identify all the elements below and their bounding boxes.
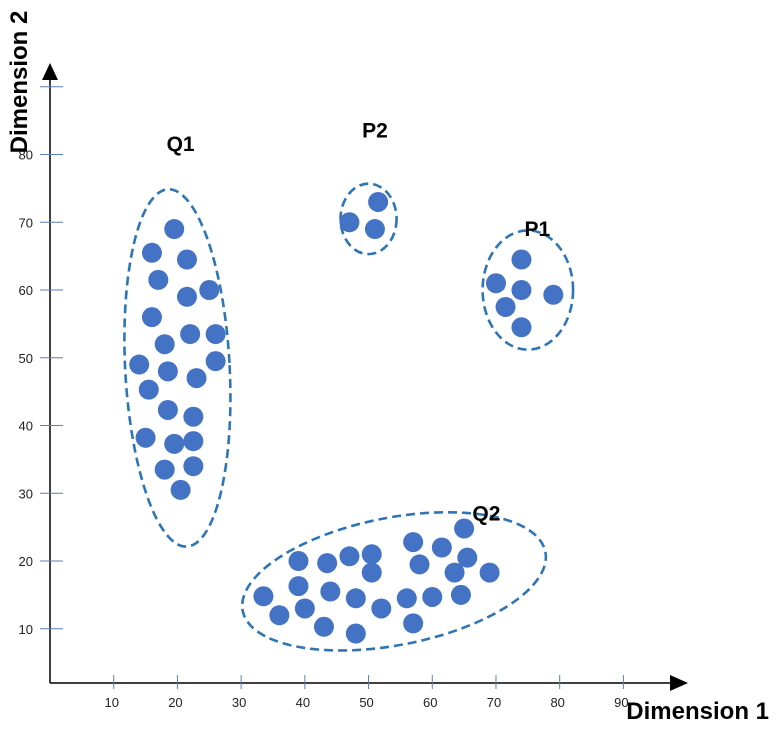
data-point — [154, 459, 175, 480]
data-point — [154, 334, 175, 355]
data-point — [403, 532, 424, 553]
data-point — [320, 581, 341, 602]
data-point — [157, 361, 178, 382]
x-tick-label: 80 — [550, 695, 564, 710]
data-point — [253, 586, 274, 607]
data-point — [511, 249, 532, 270]
data-point — [205, 324, 226, 345]
y-tick-label: 20 — [19, 554, 33, 569]
data-point — [371, 598, 392, 619]
data-point — [183, 406, 204, 427]
data-point — [199, 280, 220, 301]
data-point — [368, 191, 389, 212]
data-point — [135, 427, 156, 448]
data-point — [485, 273, 506, 294]
cluster-p2: P2 — [339, 120, 398, 256]
data-point — [288, 551, 309, 572]
cluster-q1-outline — [123, 188, 232, 548]
data-point — [313, 616, 334, 637]
data-point — [164, 433, 185, 454]
data-point — [164, 219, 185, 240]
y-tick-label: 60 — [19, 283, 33, 298]
data-point — [180, 324, 201, 345]
data-point — [205, 351, 226, 372]
data-point — [361, 544, 382, 565]
cluster-p1-outline — [481, 229, 575, 351]
data-point — [422, 586, 443, 607]
data-point — [454, 518, 475, 539]
data-point — [176, 249, 197, 270]
x-tick-label: 60 — [423, 695, 437, 710]
x-tick-label: 90 — [614, 695, 628, 710]
cluster-label-q1: Q1 — [167, 133, 195, 156]
x-tick-label: 10 — [104, 695, 118, 710]
data-point — [450, 584, 471, 605]
data-point — [148, 269, 169, 290]
y-tick-label: 80 — [19, 148, 33, 163]
data-point — [409, 554, 430, 575]
data-point — [361, 562, 382, 583]
data-point — [479, 562, 500, 583]
data-point — [457, 547, 478, 568]
data-point — [269, 605, 290, 626]
data-point — [138, 379, 159, 400]
data-point — [543, 284, 564, 305]
data-point — [339, 546, 360, 567]
x-tick-label: 40 — [296, 695, 310, 710]
data-point — [345, 623, 366, 644]
data-point — [317, 553, 338, 574]
data-point — [186, 368, 207, 389]
y-tick-label: 40 — [19, 419, 33, 434]
cluster-label-p1: P1 — [525, 218, 551, 241]
y-axis-title: Dimension 2 — [6, 11, 33, 154]
data-point — [345, 588, 366, 609]
y-tick-label: 30 — [19, 486, 33, 501]
y-tick-label: 10 — [19, 622, 33, 637]
y-axis-arrow — [42, 63, 58, 80]
cluster-q1: Q1 — [123, 133, 232, 548]
data-point — [170, 479, 191, 500]
y-tick-label: 50 — [19, 351, 33, 366]
data-point — [431, 537, 452, 558]
cluster-q2: Q2 — [240, 502, 548, 652]
ticks: 10 20 30 40 50 60 70 80 90 10 20 30 40 50 60 70 80 — [19, 86, 629, 710]
x-tick-label: 50 — [359, 695, 373, 710]
data-point — [176, 286, 197, 307]
x-tick-label: 70 — [487, 695, 501, 710]
cluster-p1: P1 — [481, 218, 575, 351]
x-tick-label: 20 — [168, 695, 182, 710]
data-point — [183, 431, 204, 452]
x-axis-arrow — [670, 675, 688, 691]
cluster-label-p2: P2 — [362, 120, 388, 143]
data-point — [511, 280, 532, 301]
data-point — [444, 562, 465, 583]
cluster-q2-outline — [240, 510, 548, 652]
data-point — [396, 588, 417, 609]
axes — [42, 63, 688, 691]
data-point — [141, 307, 162, 328]
x-tick-label: 30 — [232, 695, 246, 710]
y-tick-label: 70 — [19, 215, 33, 230]
data-point — [288, 576, 309, 597]
data-point — [339, 212, 360, 233]
clusters: Q1 P2 P1 Q2 — [123, 120, 575, 652]
data-point — [403, 613, 424, 634]
data-point — [157, 399, 178, 420]
data-point — [141, 242, 162, 263]
data-point — [183, 456, 204, 477]
data-point — [511, 317, 532, 338]
x-axis-title: Dimension 1 — [626, 698, 769, 725]
data-point — [129, 354, 150, 375]
data-point — [495, 296, 516, 317]
data-point — [364, 219, 385, 240]
cluster-label-q2: Q2 — [472, 502, 500, 525]
data-point — [294, 598, 315, 619]
